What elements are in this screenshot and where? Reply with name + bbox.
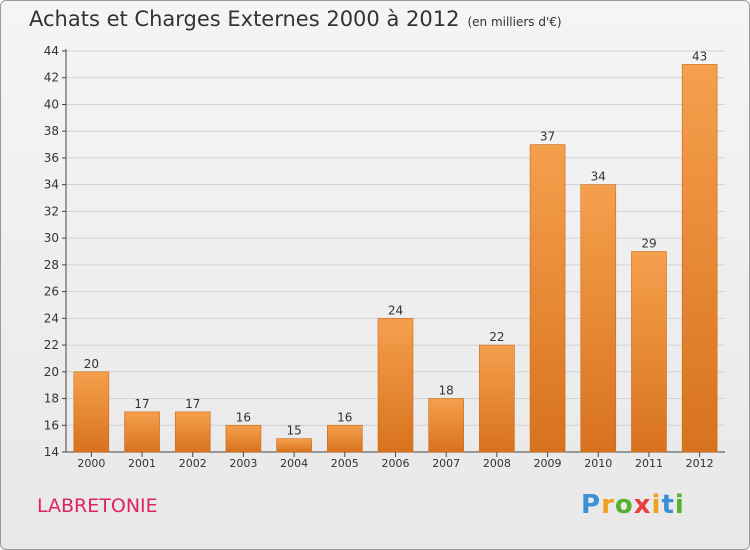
x-tick-label: 2003 — [229, 457, 257, 470]
x-tick-label: 2005 — [331, 457, 359, 470]
bar — [377, 318, 414, 453]
bars — [73, 64, 718, 453]
x-tick-label: 2011 — [635, 457, 663, 470]
x-tick-label: 2002 — [179, 457, 207, 470]
bar-value-label: 20 — [84, 357, 99, 371]
bar-value-label: 17 — [134, 397, 149, 411]
chart-title-block: Achats et Charges Externes 2000 à 2012 (e… — [29, 7, 562, 31]
x-tick-label: 2004 — [280, 457, 308, 470]
x-tick-label: 2007 — [432, 457, 460, 470]
y-tick-label: 24 — [44, 311, 59, 325]
bar — [174, 411, 211, 453]
y-tick-label: 30 — [44, 231, 59, 245]
bar — [631, 251, 667, 453]
chart-title: Achats et Charges Externes 2000 à 2012 — [29, 7, 460, 31]
bar-value-label: 17 — [185, 397, 200, 411]
y-tick-label: 14 — [44, 445, 59, 459]
bar-value-label: 15 — [286, 424, 301, 438]
y-tick-label: 34 — [44, 178, 59, 192]
bar-value-label: 16 — [236, 410, 251, 424]
bar-value-label: 29 — [641, 237, 656, 251]
labels: 14 16 18 20 22 24 26 28 30 32 34 36 38 40 42 44 20 2000 17… — [44, 44, 714, 470]
bar — [276, 438, 312, 453]
bar-value-label: 16 — [337, 410, 352, 424]
y-tick-label: 32 — [44, 204, 59, 218]
y-tick-label: 22 — [44, 338, 59, 352]
bar — [529, 144, 566, 453]
y-tick-label: 16 — [44, 418, 59, 432]
bar — [327, 424, 363, 453]
bar — [225, 424, 262, 453]
bar — [73, 371, 110, 453]
y-tick-label: 44 — [44, 44, 59, 58]
commune-name: LABRETONIE — [37, 495, 158, 517]
bar-value-label: 37 — [540, 130, 555, 144]
y-tick-label: 38 — [44, 124, 59, 138]
x-tick-label: 2000 — [77, 457, 105, 470]
bar-value-label: 43 — [692, 49, 707, 63]
x-tick-label: 2010 — [584, 457, 612, 470]
bar-value-label: 22 — [489, 330, 504, 344]
y-tick-label: 18 — [44, 392, 59, 406]
y-tick-label: 36 — [44, 151, 59, 165]
y-tick-label: 40 — [44, 97, 59, 111]
bar — [124, 411, 160, 453]
bar-value-label: 18 — [439, 384, 454, 398]
bar — [580, 184, 617, 453]
y-tick-label: 20 — [44, 365, 59, 379]
bar-value-label: 24 — [388, 303, 403, 317]
chart-unit: (en milliers d'€) — [467, 15, 562, 29]
x-tick-label: 2008 — [483, 457, 511, 470]
bar-value-label: 34 — [591, 170, 606, 184]
x-tick-label: 2009 — [534, 457, 562, 470]
x-tick-label: 2001 — [128, 457, 156, 470]
bar — [479, 344, 515, 453]
x-tick-label: 2006 — [382, 457, 410, 470]
bar — [428, 398, 464, 453]
y-tick-label: 28 — [44, 258, 59, 272]
y-tick-label: 42 — [44, 71, 59, 85]
x-tick-label: 2012 — [686, 457, 714, 470]
y-tick-label: 26 — [44, 285, 59, 299]
bar — [681, 64, 718, 453]
proxiti-logo: Proxiti — [581, 490, 685, 520]
